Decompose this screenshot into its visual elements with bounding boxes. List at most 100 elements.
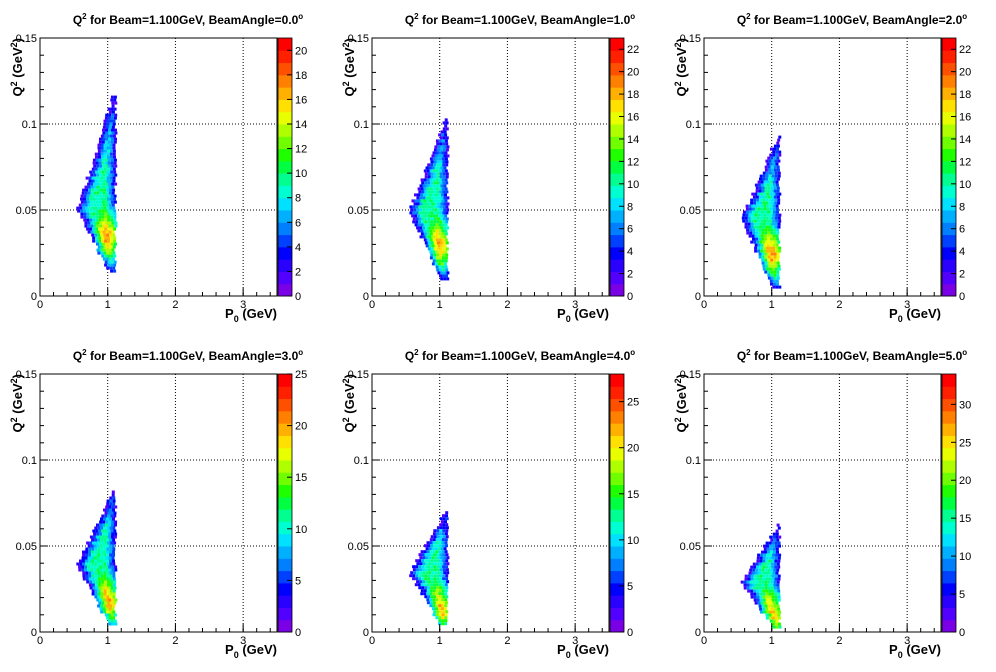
heatmap-cell <box>766 601 770 605</box>
color-bar-step <box>278 496 292 510</box>
heatmap-cell <box>92 197 95 201</box>
heatmap-cell <box>429 604 433 608</box>
heatmap-cell <box>445 595 449 599</box>
heatmap-cell <box>432 256 436 260</box>
heatmap-cell <box>100 559 103 563</box>
heatmap-cell <box>102 565 106 569</box>
heatmap-cell <box>80 200 84 204</box>
heatmap-cell <box>409 205 413 209</box>
heatmap-cell <box>756 595 760 599</box>
heatmap-cell <box>777 565 781 569</box>
heatmap-cell <box>410 571 414 575</box>
heatmap-cell <box>89 218 93 222</box>
heatmap-cell <box>412 205 416 209</box>
heatmap-cell <box>103 553 107 557</box>
heatmap-cell <box>112 188 116 192</box>
heatmap-cell <box>771 565 775 569</box>
heatmap-cell <box>763 213 767 217</box>
heatmap-cell <box>424 577 428 581</box>
heatmap-cell <box>773 550 776 554</box>
color-bar-step <box>942 435 956 449</box>
heatmap-cell <box>418 205 422 209</box>
heatmap-cell <box>430 160 434 164</box>
heatmap-cell <box>436 559 440 563</box>
heatmap-cell <box>100 592 104 596</box>
heatmap-cell <box>444 133 448 137</box>
color-bar-frame <box>277 373 293 633</box>
panel-4: Q2 for Beam=1.100GeV, BeamAngle=3.0o0 1 2 3… <box>9 348 307 660</box>
heatmap-cell <box>100 233 104 237</box>
heatmap-cell <box>110 140 114 144</box>
heatmap-cell <box>444 199 448 203</box>
heatmap-cell <box>759 559 763 563</box>
heatmap-cell <box>748 204 752 208</box>
heatmap-cell <box>109 245 113 249</box>
heatmap-cell <box>422 580 426 584</box>
heatmap-cell <box>102 182 106 186</box>
heatmap-cell <box>433 205 437 209</box>
x-tick-label: 2 <box>172 635 178 647</box>
heatmap-cell <box>773 562 777 566</box>
heatmap-cell <box>113 140 117 144</box>
heatmap-cell <box>444 178 448 182</box>
heatmap-cell <box>761 258 765 262</box>
heatmap-cell <box>111 523 114 527</box>
heatmap-cell <box>107 155 110 159</box>
heatmap-cell <box>83 209 87 213</box>
heatmap-cell <box>762 559 766 563</box>
heatmap-cell <box>105 598 109 602</box>
heatmap-cell <box>766 183 770 187</box>
color-bar-step <box>278 374 292 387</box>
heatmap-cell <box>756 559 760 563</box>
heatmap-cell <box>423 169 427 173</box>
heatmap-cell <box>435 139 439 143</box>
heatmap-cell <box>97 188 101 192</box>
heatmap-cell <box>106 559 109 563</box>
heatmap-cell <box>109 167 113 171</box>
heatmap-cell <box>101 601 105 605</box>
heatmap-cell <box>761 568 765 572</box>
heatmap-cell <box>439 205 443 209</box>
heatmap-cell <box>427 241 431 245</box>
heatmap-cell <box>99 182 103 186</box>
color-bar-step <box>610 271 624 285</box>
heatmap-cell <box>429 232 433 236</box>
heatmap-cell <box>761 252 765 256</box>
heatmap-cell <box>768 589 772 593</box>
heatmap-cell <box>440 166 444 170</box>
heatmap-cell <box>108 128 111 132</box>
heatmap-cell <box>435 193 438 197</box>
color-bar-tick-label: 25 <box>627 397 639 409</box>
heatmap-cell <box>776 562 780 566</box>
color-bar-step <box>942 410 956 424</box>
heatmap-cell <box>112 206 116 210</box>
heatmap-cell <box>96 242 99 246</box>
heatmap-cell <box>768 556 772 560</box>
heatmap-cell <box>424 211 428 215</box>
heatmap-cell <box>435 151 439 155</box>
heatmap-cell <box>434 166 438 170</box>
heatmap-cell <box>771 616 775 620</box>
heatmap-cell <box>108 248 112 252</box>
color-bar-step <box>942 136 956 150</box>
heatmap-cell <box>89 541 93 545</box>
heatmap-cell <box>443 271 447 275</box>
heatmap-cell <box>108 110 112 114</box>
heatmap-cell <box>437 154 441 158</box>
heatmap-cell <box>443 235 447 239</box>
heatmap-cell <box>97 583 101 587</box>
heatmap-cell <box>438 550 442 554</box>
heatmap-cell <box>443 556 447 560</box>
heatmap-cell <box>777 171 781 175</box>
heatmap-cell <box>83 218 87 222</box>
heatmap-cell <box>111 248 115 252</box>
heatmap-cell <box>437 556 441 560</box>
heatmap-cell <box>96 185 100 189</box>
plot-frame <box>371 37 610 297</box>
heatmap-cell <box>757 183 761 187</box>
heatmap-cell <box>102 137 105 141</box>
heatmap-cell <box>110 619 114 623</box>
heatmap-cell <box>761 586 765 590</box>
heatmap-cell <box>101 236 105 240</box>
